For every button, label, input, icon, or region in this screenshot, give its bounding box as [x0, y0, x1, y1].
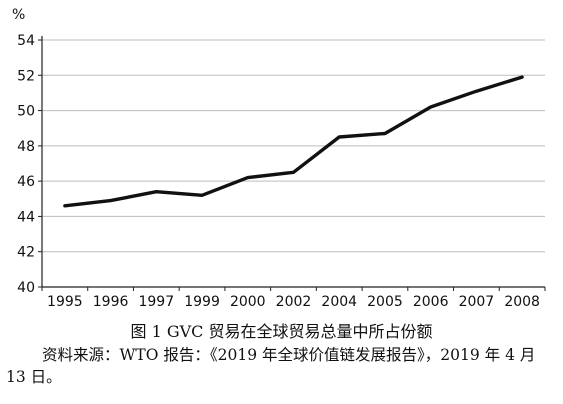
x-tick-label: 2007	[459, 294, 495, 310]
x-tick-label: 2004	[321, 294, 357, 310]
y-tick-label: 40	[17, 280, 35, 296]
y-tick-label: 54	[17, 33, 35, 49]
x-tick-label: 2002	[276, 294, 312, 310]
gridlines	[42, 39, 545, 253]
x-tick-label: 1997	[138, 294, 174, 310]
x-tick-label: 1995	[47, 294, 83, 310]
chart: % 40 42 44 46 48 50 52 54 1995 1996 1997 1999 2000 2…	[12, 7, 546, 310]
x-tick-label: 2000	[230, 294, 266, 310]
x-tick-label: 2006	[413, 294, 449, 310]
x-tick-label: 1996	[93, 294, 129, 310]
y-tick-label: 52	[17, 68, 35, 84]
y-unit-label: %	[12, 7, 25, 23]
series-line	[63, 75, 524, 208]
series	[63, 75, 524, 208]
y-tick-label: 44	[17, 209, 35, 225]
y-tick-label: 48	[17, 139, 35, 155]
figure-caption: 图 1 GVC 贸易在全球贸易总量中所占份额	[130, 322, 433, 341]
axes	[41, 36, 545, 288]
y-tick-label: 42	[17, 245, 35, 261]
x-tick-label: 2005	[367, 294, 403, 310]
x-tick-label: 2008	[504, 294, 540, 310]
x-tick-label: 1999	[184, 294, 220, 310]
y-axis-ticks: 40 42 44 46 48 50 52 54	[17, 33, 42, 296]
x-axis-ticks: 1995 1996 1997 1999 2000 2002 2004 2005 2006 2007…	[41, 287, 546, 310]
source-note: 资料来源：WTO 报告：《2019 年全球价值链发展报告》，2019 年 4 月…	[6, 346, 536, 386]
y-tick-label: 46	[17, 174, 35, 190]
y-tick-label: 50	[17, 104, 35, 120]
